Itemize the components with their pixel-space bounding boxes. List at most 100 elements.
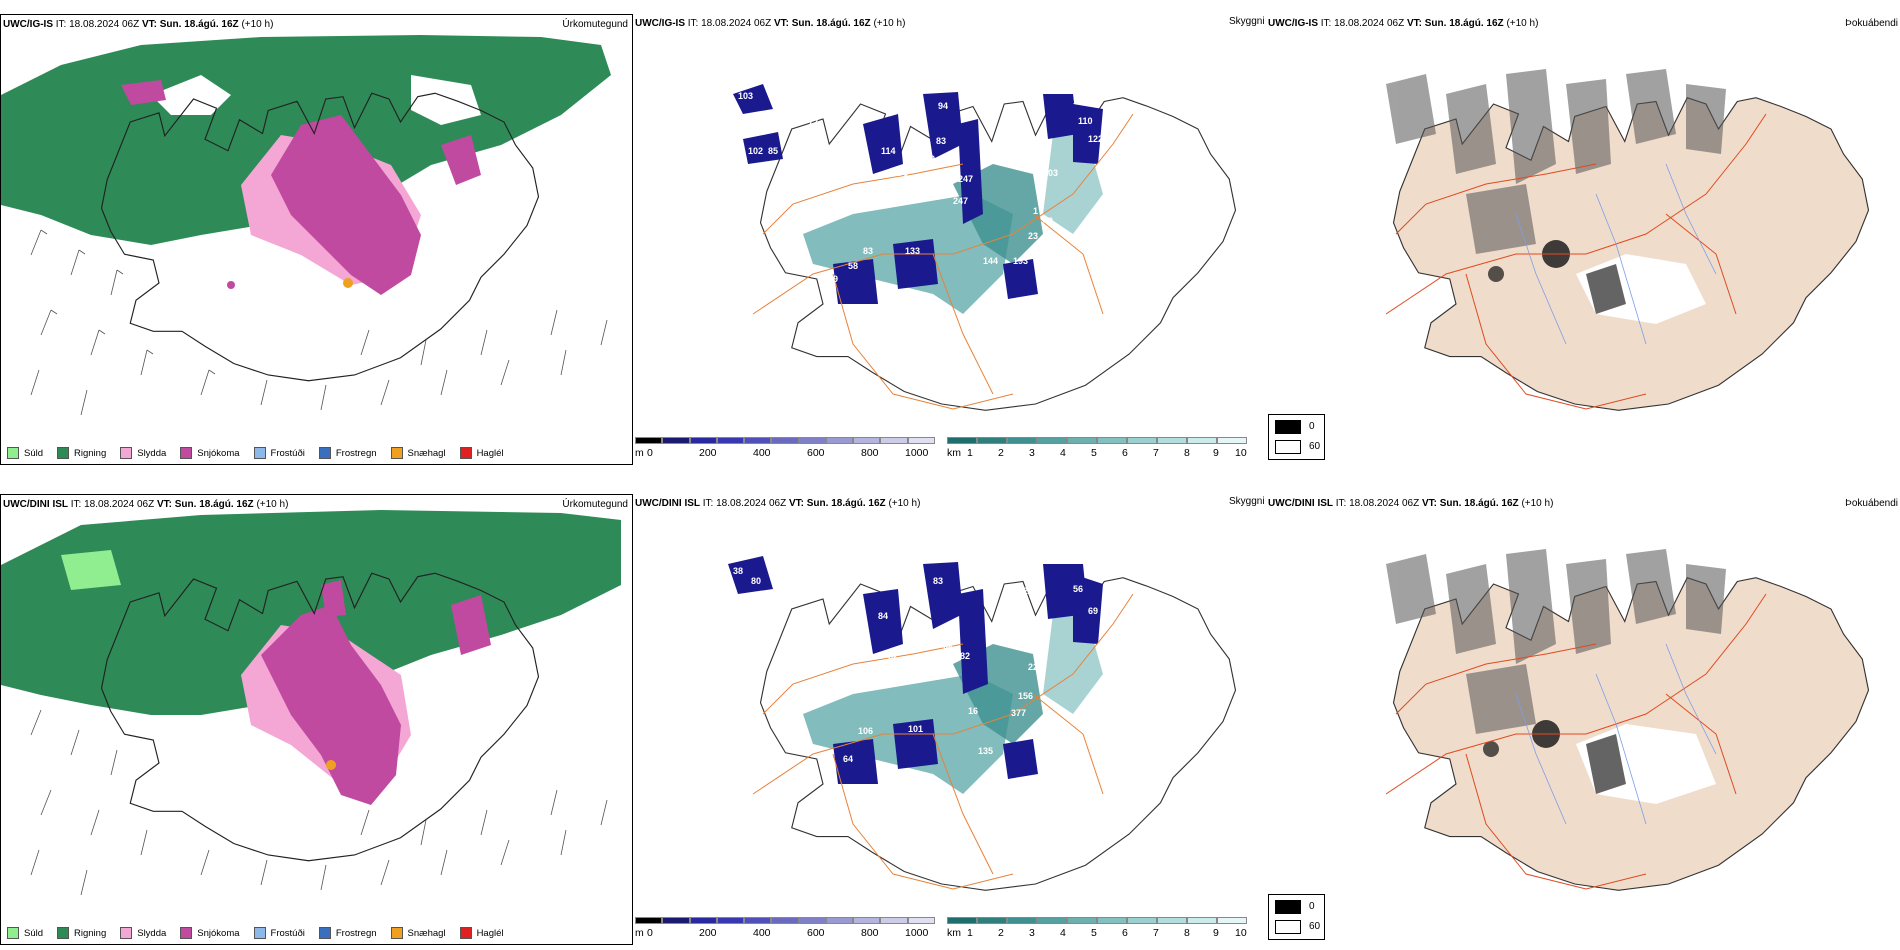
cbar-cell xyxy=(977,437,1007,444)
legend-label: Frostúði xyxy=(270,447,305,459)
legend-label: Rigning xyxy=(74,927,107,939)
roads xyxy=(752,113,1134,410)
cbar-cells xyxy=(635,437,935,444)
cbar-tick: 6 xyxy=(1122,447,1128,459)
cbar-unit: km xyxy=(947,927,961,939)
swatch xyxy=(180,447,193,459)
cbar-tick: 9 xyxy=(1213,927,1219,939)
cbar-cell xyxy=(1007,437,1037,444)
legend-item-snaehagl: Snæhagl xyxy=(390,447,446,459)
fog-title: Þokuábendi xyxy=(1845,498,1898,509)
cbar-cells xyxy=(947,917,1247,924)
cbar-tick: 5 xyxy=(1091,927,1097,939)
visibility-colorbar: km 1 2 3 4 5 6 7 8 9 10 xyxy=(945,437,1250,465)
cbar-cell xyxy=(798,917,826,924)
cbar-cell xyxy=(1217,917,1247,924)
fog-label: 0 xyxy=(1309,421,1315,432)
cbar-tick: 200 xyxy=(699,447,717,459)
cbar-cell xyxy=(907,437,935,444)
cbar-cell xyxy=(947,437,977,444)
legend-label: Súld xyxy=(24,447,44,459)
cbar-cell xyxy=(744,917,772,924)
fog-map-0 xyxy=(1385,69,1870,411)
cloud-number: 114 xyxy=(881,146,896,156)
fog-title: Þokuábendi xyxy=(1845,18,1898,29)
cbar-cell xyxy=(1007,917,1037,924)
cloud-number: 16 xyxy=(968,706,978,716)
cbar-tick: 600 xyxy=(807,447,825,459)
cloud-number: 195 xyxy=(1073,96,1088,106)
precip-legend: Súld Rigning Slydda Snjókoma Frostúði Fr… xyxy=(7,927,504,939)
cbar-cell xyxy=(880,437,908,444)
cbar-tick: 4 xyxy=(1060,927,1066,939)
legend-item-frostudi: Frostúði xyxy=(253,447,305,459)
cloud-number: 82 xyxy=(888,651,898,661)
cbar-cell xyxy=(716,437,745,444)
cloud-number: 72 xyxy=(1018,586,1028,596)
cloud-number: 102 xyxy=(748,146,763,156)
cloud-number: 54 xyxy=(1018,568,1028,578)
cloud-number: 69 xyxy=(828,274,838,284)
swatch xyxy=(7,447,19,459)
legend-label: Slydda xyxy=(137,927,167,939)
fog-swatch-0 xyxy=(1275,900,1301,914)
cbar-tick: 5 xyxy=(1091,447,1097,459)
cloud-number: 761 xyxy=(858,666,873,676)
precip-map-1 xyxy=(1,495,632,915)
cbar-cells xyxy=(635,917,935,924)
legend-item-sudd: Súld xyxy=(7,927,43,939)
cbar-cell xyxy=(825,917,854,924)
cloud-map-0: 103 102 85 77 94 80 195 110 122 70 247 2… xyxy=(733,84,1237,411)
legend-label: Snjókoma xyxy=(197,927,240,939)
cloud-number-labels: 38 80 144 83 84 54 72 56 69 101 139 82 8… xyxy=(733,566,1098,764)
fog-panel-0: UWC/IG-IS IT: 18.08.2024 06Z VT: Sun. 18… xyxy=(1266,14,1900,465)
cbar-cell xyxy=(853,917,881,924)
cbar-tick: 600 xyxy=(807,927,825,939)
cbar-cell xyxy=(662,917,690,924)
swatch xyxy=(120,927,133,939)
cbar-cell xyxy=(977,917,1007,924)
legend-item-frostregn: Frostregn xyxy=(318,927,377,939)
legend-item-haglel: Haglél xyxy=(459,927,504,939)
cloud-number: 83 xyxy=(933,576,943,586)
cloud-number: 77 xyxy=(808,118,818,128)
cloud-number: 70 xyxy=(898,168,908,178)
wind-barbs xyxy=(30,229,608,416)
legend-item-snjokoma: Snjókoma xyxy=(180,927,240,939)
swatch xyxy=(390,927,403,939)
cbar-tick: 400 xyxy=(753,447,771,459)
panel-header: UWC/DINI ISL IT: 18.08.2024 06Z VT: Sun.… xyxy=(635,498,921,509)
cbar-cell xyxy=(1067,437,1097,444)
cbar-tick: 8 xyxy=(1184,447,1190,459)
fog-shading xyxy=(1386,69,1726,254)
snow-area xyxy=(121,80,166,105)
fog-swatch-0 xyxy=(1275,420,1301,434)
precip-panel-1: UWC/DINI ISL IT: 18.08.2024 06Z VT: Sun.… xyxy=(0,494,633,945)
cloud-number: 23 xyxy=(1028,231,1038,241)
legend-label: Snæhagl xyxy=(407,447,446,459)
cbar-tick: 2 xyxy=(998,927,1004,939)
cloud-number: 377 xyxy=(1011,708,1026,718)
swatch xyxy=(459,927,472,939)
snow-area xyxy=(271,115,421,295)
swatch xyxy=(7,927,19,939)
cbar-cell xyxy=(798,437,826,444)
cloud-number: 89 xyxy=(925,154,935,164)
cbar-tick: 10 xyxy=(1235,447,1247,459)
cbar-unit: m xyxy=(635,447,644,459)
cbar-tick: 9 xyxy=(1213,447,1219,459)
precip-panel-0: UWC/IG-IS IT: 18.08.2024 06Z VT: Sun. 18… xyxy=(0,14,633,465)
snow-area xyxy=(321,580,346,617)
cloud-number: 56 xyxy=(1073,584,1083,594)
legend-label: Frostregn xyxy=(335,447,377,459)
cloud-number: 101 xyxy=(1008,598,1023,608)
legend-label: Haglél xyxy=(476,927,504,939)
legend-item-rigning: Rigning xyxy=(57,447,106,459)
cloud-number: 110 xyxy=(1078,116,1093,126)
cbar-tick: 1000 xyxy=(905,447,929,459)
rivers xyxy=(1515,163,1717,345)
snow-area xyxy=(441,135,481,185)
cbar-cells xyxy=(947,437,1247,444)
cbar-cell xyxy=(662,437,690,444)
swatch xyxy=(318,447,331,459)
